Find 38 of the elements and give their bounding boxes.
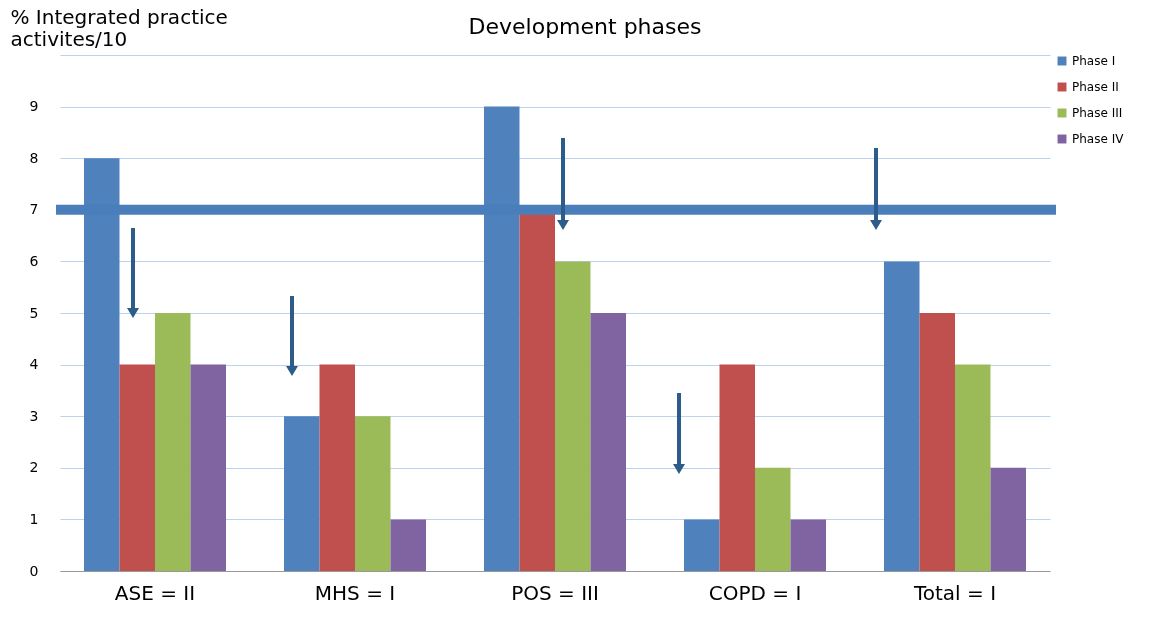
y-tick-label: 1 [29, 510, 39, 527]
bar [990, 467, 1026, 571]
y-axis-title: % Integrated practice activites/10 [10, 4, 228, 51]
y-tick-label: 0 [29, 562, 39, 579]
y-tick-label: 7 [29, 201, 39, 218]
y-tick-label: 8 [29, 149, 39, 166]
y-tick-label: 5 [29, 304, 39, 321]
x-tick-label: Total = I [912, 580, 997, 605]
bar [884, 261, 920, 571]
bar [390, 519, 426, 571]
bar [119, 364, 155, 571]
legend-label: Phase I [1072, 54, 1116, 68]
bar [719, 364, 755, 571]
x-tick-label: COPD = I [708, 580, 802, 605]
bar [190, 364, 226, 571]
bar [284, 416, 320, 571]
x-tick-label: MHS = I [314, 580, 396, 605]
bar [955, 364, 991, 571]
bar [755, 467, 791, 571]
x-tick-label: POS = III [511, 580, 599, 605]
x-tick-label: ASE = II [114, 580, 196, 605]
bar [590, 313, 626, 571]
bar [155, 313, 191, 571]
legend-label: Phase III [1072, 106, 1123, 120]
y-tick-label: 3 [29, 407, 39, 424]
bar [555, 261, 591, 571]
bar [790, 519, 826, 571]
y-tick-label: 6 [29, 252, 39, 269]
legend-label: Phase IV [1072, 132, 1125, 146]
bar [355, 416, 391, 571]
y-tick-label: 9 [29, 98, 39, 115]
bar [319, 364, 355, 571]
y-tick-label: 2 [29, 459, 39, 476]
legend-label: Phase II [1072, 80, 1119, 94]
y-tick-label: 4 [29, 356, 39, 373]
bar [919, 313, 955, 571]
chart-title: Development phases [468, 14, 702, 39]
bar [684, 519, 720, 571]
